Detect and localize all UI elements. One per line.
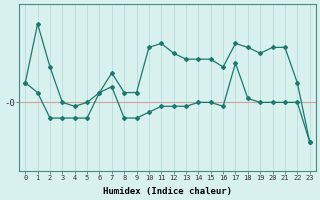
X-axis label: Humidex (Indice chaleur): Humidex (Indice chaleur) [103, 187, 232, 196]
